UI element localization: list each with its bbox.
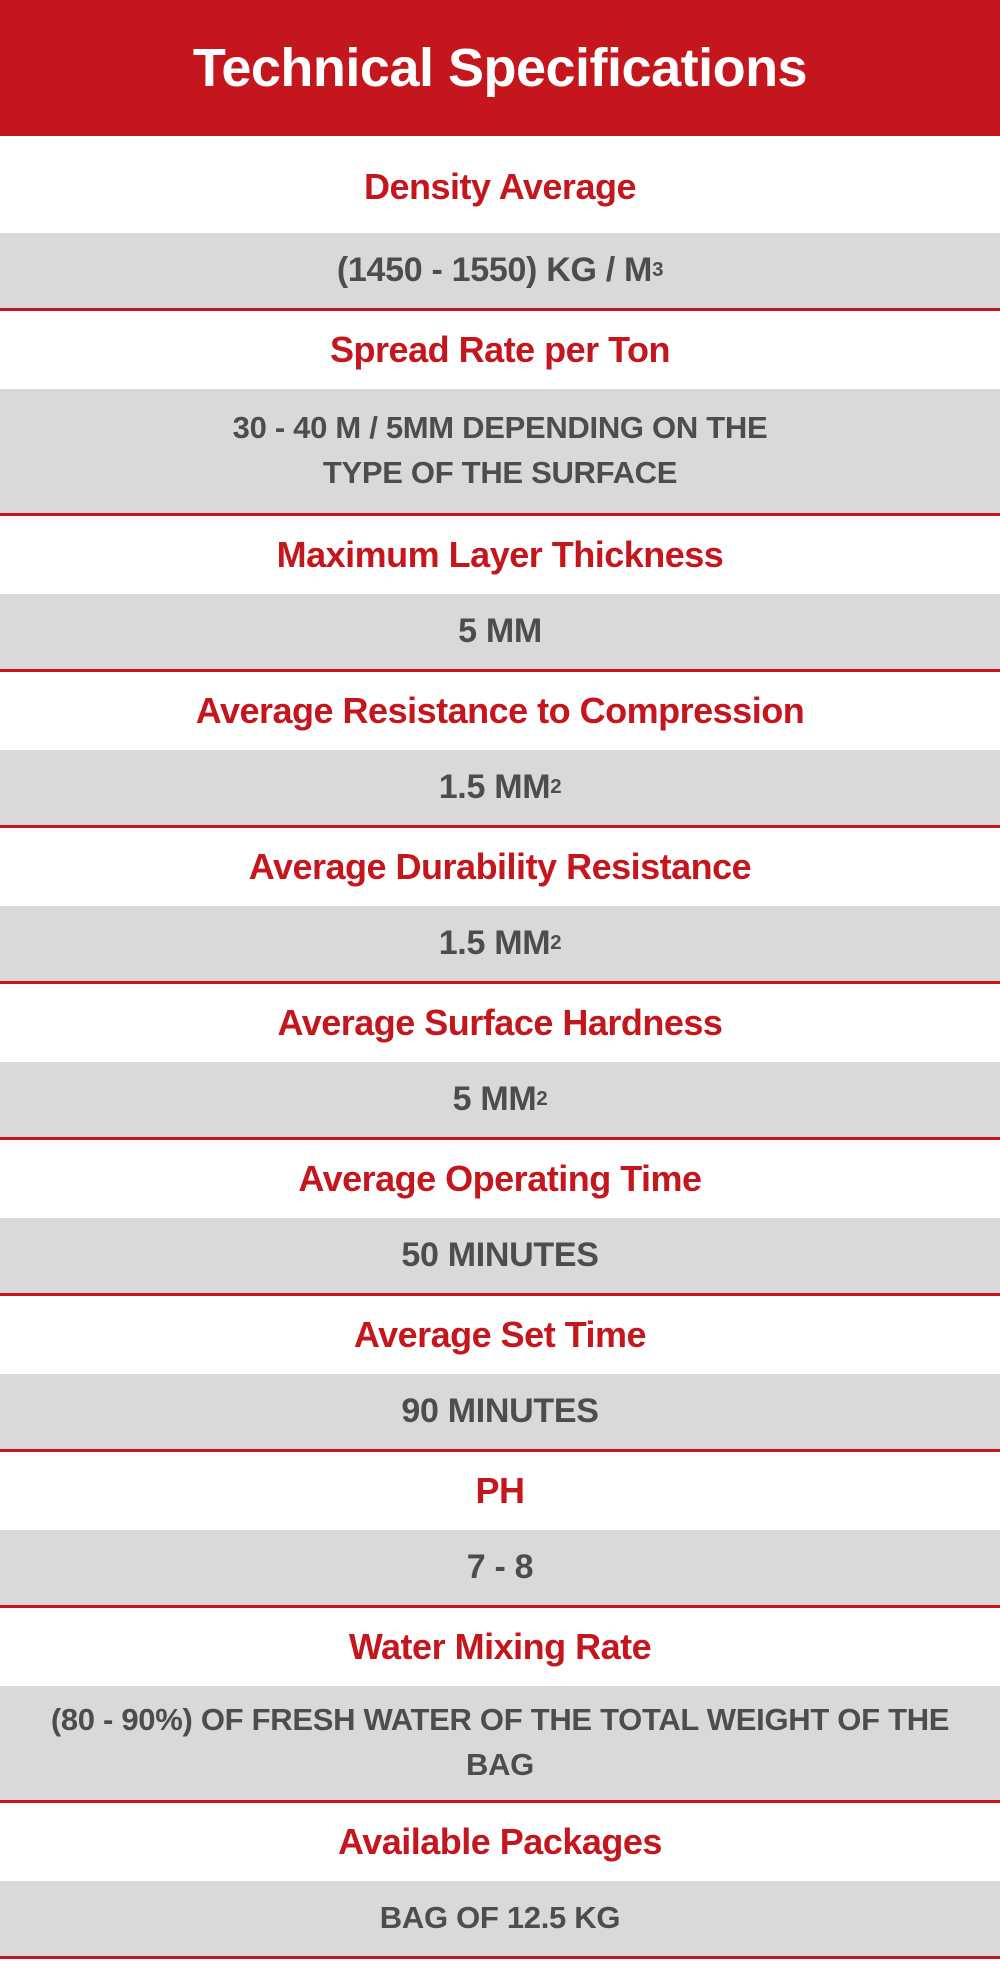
spec-label-operating-time: Average Operating Time <box>298 1158 702 1199</box>
spec-label-density: Density Average <box>364 165 636 207</box>
spec-value-spread-rate: 30 - 40 M / 5MM DEPENDING ON THE TYPE OF… <box>0 389 1000 516</box>
spec-label-packages: Available Packages <box>338 1821 662 1862</box>
spec-value-hardness: 5 MM 2 <box>0 1062 1000 1140</box>
spec-value-set-time: 90 MINUTES <box>0 1374 1000 1452</box>
spec-label-durability: Average Durability Resistance <box>248 846 752 887</box>
spec-value-text: 1.5 MM <box>438 767 551 806</box>
spec-value-superscript: 2 <box>550 931 562 954</box>
spec-value-text: 30 - 40 M / 5MM DEPENDING ON THE TYPE OF… <box>232 410 768 490</box>
spec-label-hardness: Average Surface Hardness <box>277 1002 723 1043</box>
spec-value-text: 5 MM <box>452 1079 537 1118</box>
spec-value-packages: BAG OF 12.5 KG <box>0 1881 1000 1959</box>
spec-value-max-thickness: 5 MM <box>0 594 1000 672</box>
spec-value-text: (80 - 90%) OF FRESH WATER OF THE TOTAL W… <box>50 1702 950 1782</box>
spec-label-water-mixing: Water Mixing Rate <box>348 1626 652 1667</box>
spec-label-set-time: Average Set Time <box>353 1314 647 1355</box>
spec-value-superscript: 2 <box>536 1087 548 1110</box>
spec-value-superscript: 2 <box>550 775 562 798</box>
page-title: Technical Specifications <box>0 0 1000 136</box>
spec-label-ph: PH <box>475 1470 525 1511</box>
spec-value-water-mixing: (80 - 90%) OF FRESH WATER OF THE TOTAL W… <box>0 1686 1000 1803</box>
spec-value-superscript: 3 <box>652 258 664 281</box>
spec-value-text: 1.5 MM <box>438 923 551 962</box>
spec-value-ph: 7 - 8 <box>0 1530 1000 1608</box>
spec-value-durability: 1.5 MM 2 <box>0 906 1000 984</box>
spec-label-spread-rate: Spread Rate per Ton <box>330 329 670 370</box>
spec-value-compression: 1.5 MM 2 <box>0 750 1000 828</box>
spec-value-text: (1450 - 1550) KG / M <box>336 250 653 289</box>
spec-label-max-thickness: Maximum Layer Thickness <box>276 534 724 575</box>
spec-value-operating-time: 50 MINUTES <box>0 1218 1000 1296</box>
spec-label-compression: Average Resistance to Compression <box>195 690 805 731</box>
